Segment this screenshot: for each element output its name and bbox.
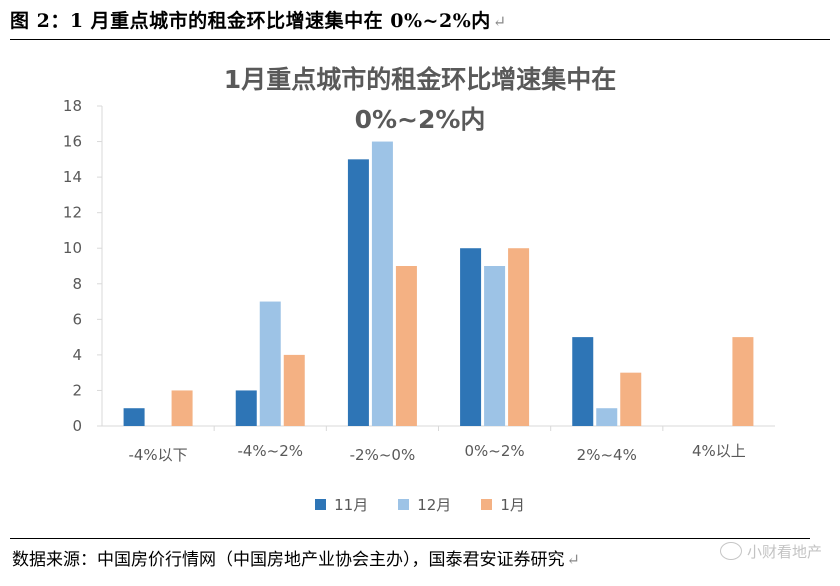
bar [283, 354, 305, 426]
bar [596, 408, 618, 426]
legend-label: 11月 [334, 495, 369, 514]
chart-title-line1: 1月重点城市的租金环比增速集中在 [223, 65, 617, 94]
x-category-label: -2%~0% [350, 446, 416, 464]
x-category-label: -4%以下 [128, 446, 187, 464]
watermark: 小财看地产 [719, 536, 822, 566]
y-tick-label: 18 [63, 97, 82, 115]
caption-text: 图 2：1 月重点城市的租金环比增速集中在 0%~2%内 [10, 10, 491, 32]
bar [395, 266, 417, 426]
x-category-label: 4%以上 [692, 442, 746, 460]
legend-label: 1月 [500, 495, 525, 514]
y-tick-label: 12 [63, 204, 82, 222]
bar [460, 248, 482, 426]
legend-item: 12月 [398, 494, 451, 515]
source-note: 数据来源：中国房价行情网（中国房地产业协会主办），国泰君安证券研究 ↵ [12, 546, 812, 576]
bar [347, 159, 369, 426]
y-tick-label: 2 [72, 381, 82, 399]
legend-label: 12月 [417, 495, 452, 514]
bar [235, 390, 257, 426]
bar [732, 337, 754, 426]
chart-legend: 11月 12月 1月 [0, 492, 840, 516]
bar [620, 372, 642, 426]
y-tick-label: 14 [63, 168, 82, 186]
wechat-icon [719, 542, 742, 560]
return-mark: ↵ [492, 12, 507, 31]
chart: 1月重点城市的租金环比增速集中在 0%~2%内 0 2 4 6 8 10 12 14 16 18 -… [0, 48, 840, 536]
bar-chart-plot: 0 2 4 6 8 10 12 14 16 18 -4%以下 -4%~2% -2%~0% 0%~2% 2%~… [63, 97, 775, 464]
source-divider [10, 538, 810, 539]
x-category-label: -4%~2% [237, 442, 303, 460]
x-category-label: 0%~2% [464, 442, 524, 460]
watermark-text: 小财看地产 [746, 542, 822, 561]
bar [171, 390, 193, 426]
bar [371, 141, 393, 427]
figure-caption: 图 2：1 月重点城市的租金环比增速集中在 0%~2%内 ↵ [10, 6, 830, 40]
bar [259, 301, 281, 426]
legend-item: 11月 [315, 494, 368, 515]
source-return-mark: ↵ [566, 550, 580, 569]
legend-swatch [481, 498, 493, 510]
y-tick-label: 6 [72, 310, 82, 328]
bar [484, 266, 506, 426]
y-tick-label: 8 [72, 275, 82, 293]
source-text: 数据来源：中国房价行情网（中国房地产业协会主办），国泰君安证券研究 [12, 550, 565, 570]
x-category-label: 2%~4% [577, 446, 637, 464]
bar [123, 408, 145, 426]
y-tick-label: 4 [72, 346, 82, 364]
legend-swatch [398, 498, 410, 510]
bar [572, 337, 594, 426]
chart-title-line2: 0%~2%内 [354, 105, 486, 134]
y-tick-label: 16 [63, 133, 82, 151]
legend-item: 1月 [481, 494, 525, 515]
y-tick-label: 10 [63, 239, 82, 257]
bar [508, 248, 530, 426]
legend-swatch [315, 498, 327, 510]
y-tick-label: 0 [72, 417, 82, 435]
